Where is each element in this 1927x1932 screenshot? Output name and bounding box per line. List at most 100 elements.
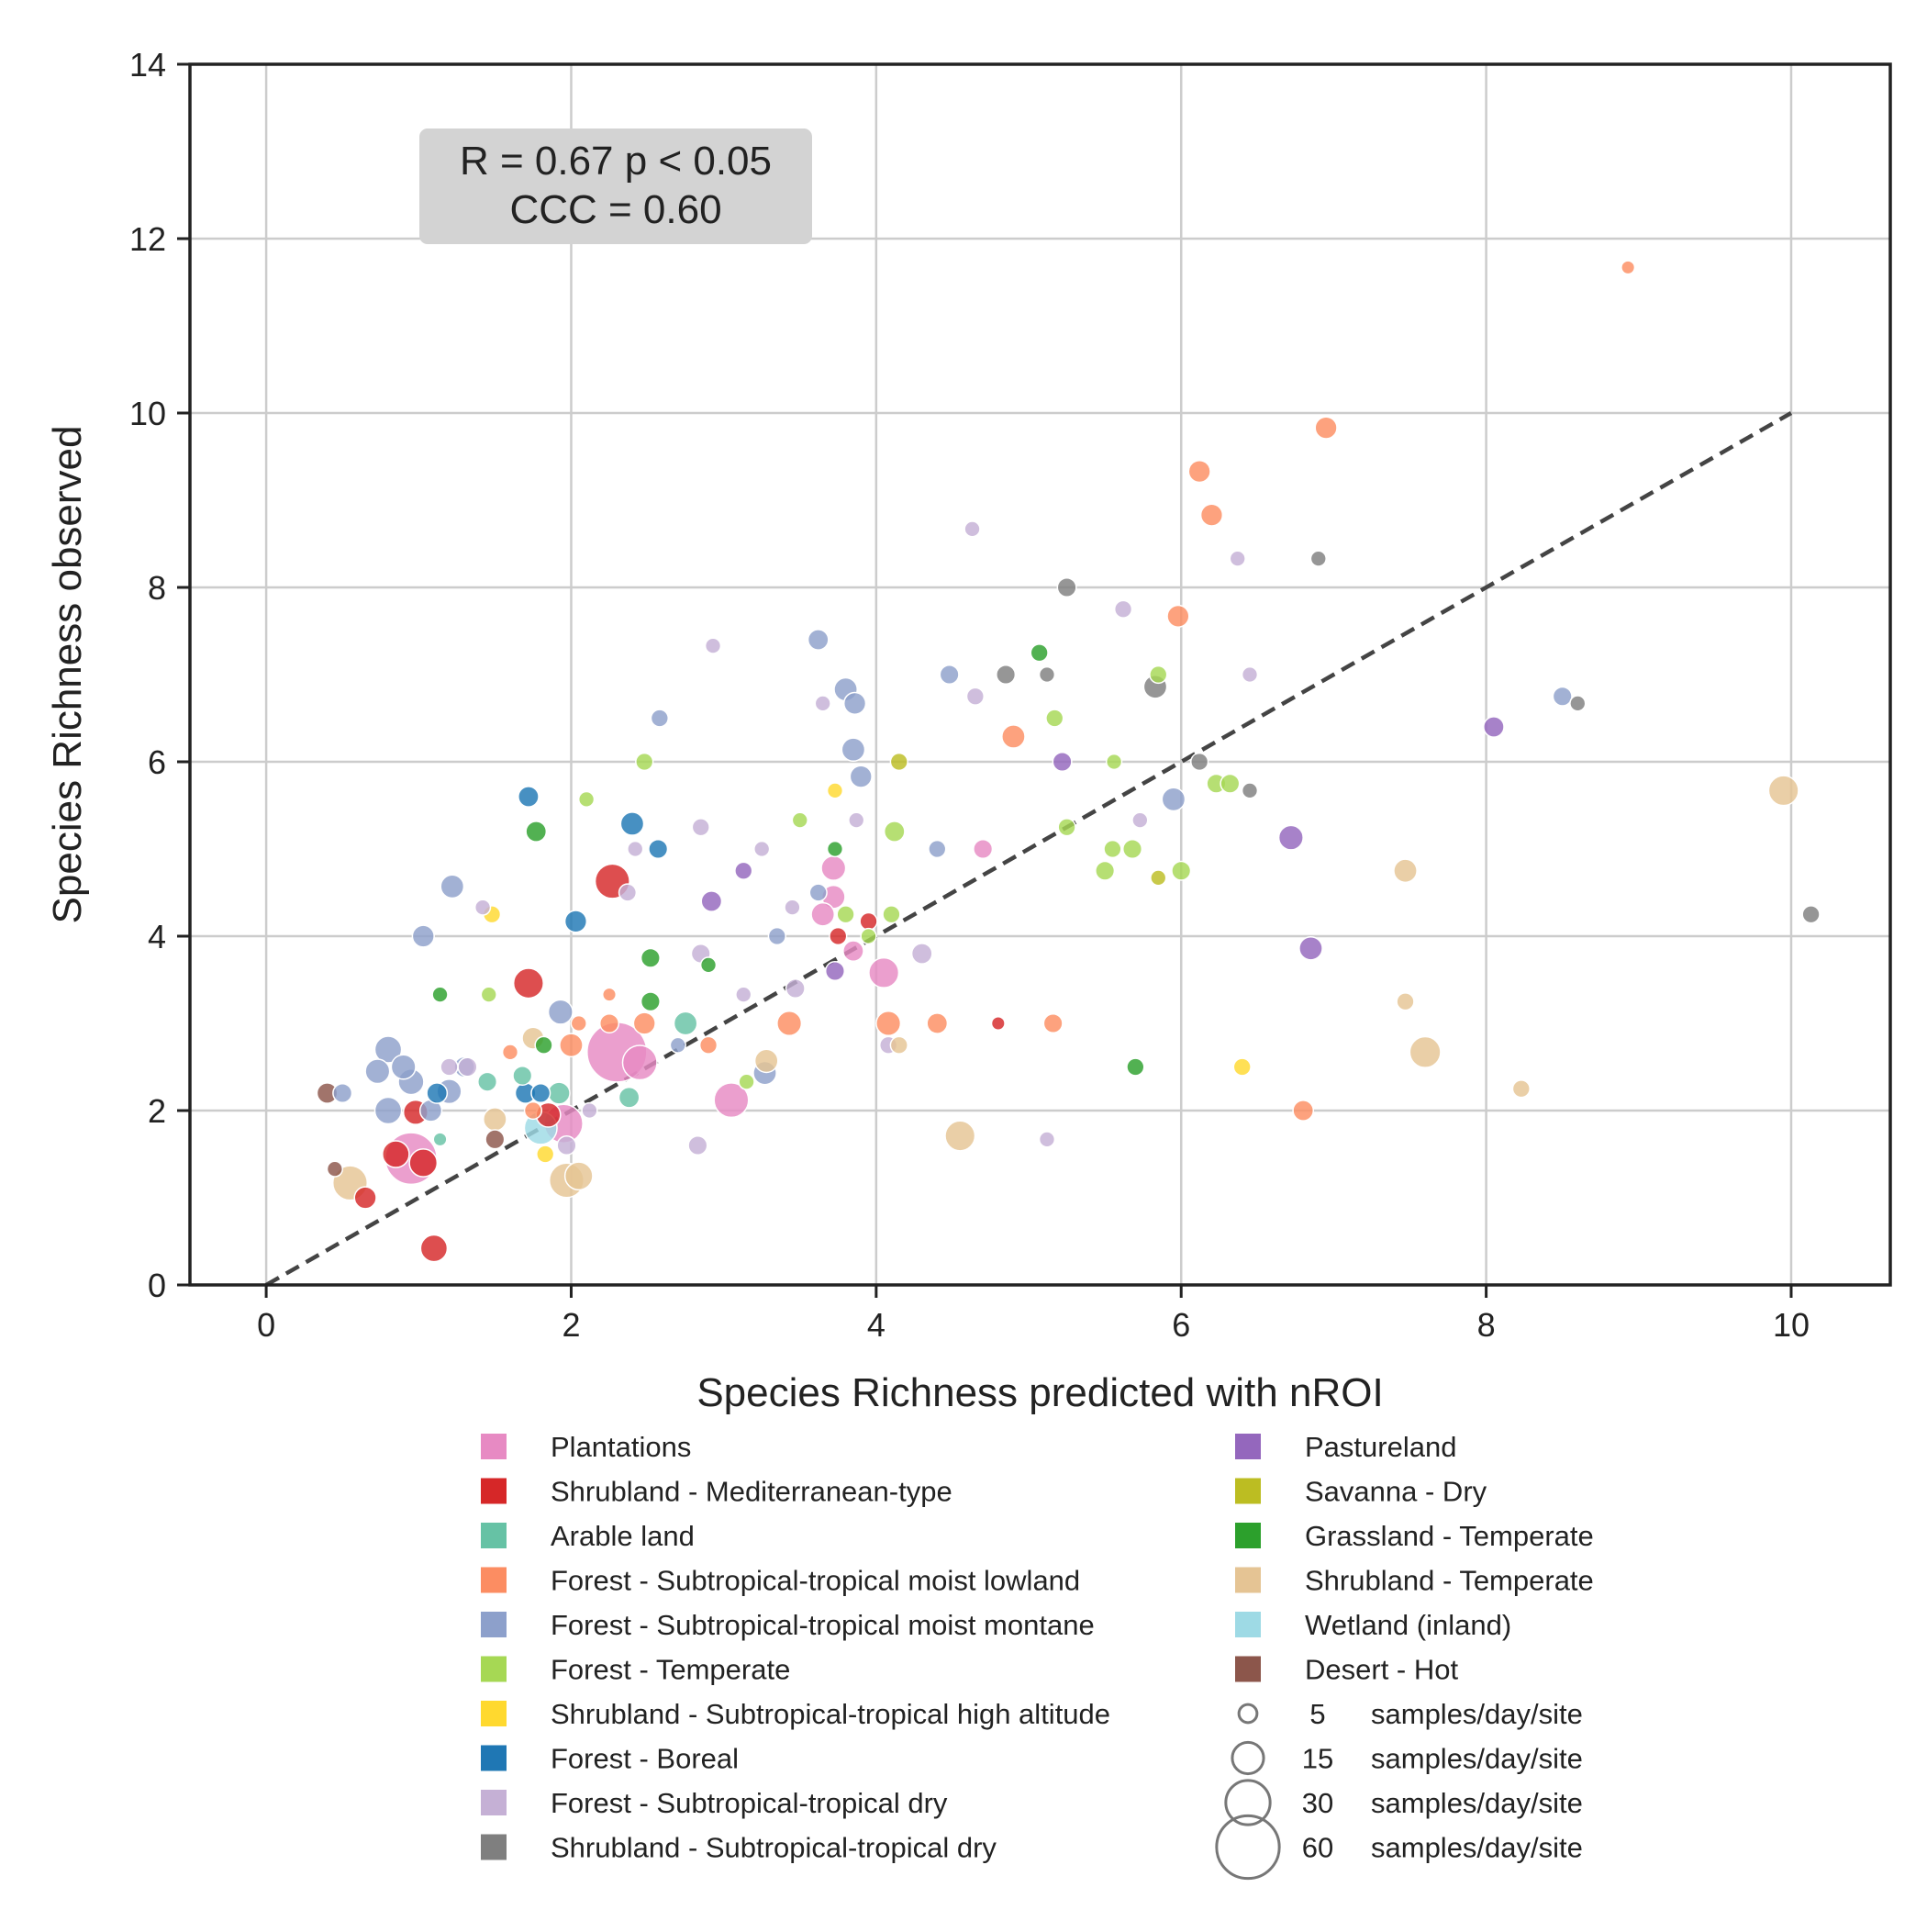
data-point-43 (698, 1035, 718, 1055)
data-point-122 (440, 1057, 459, 1077)
data-point-147 (525, 821, 548, 843)
data-point-8 (973, 838, 994, 860)
data-point-136 (1569, 695, 1587, 712)
data-point-160 (1511, 1079, 1531, 1099)
data-point-106 (1229, 550, 1246, 567)
legend-swatch-12 (1235, 1523, 1261, 1548)
data-point-145 (889, 752, 908, 772)
y-axis-label: Species Richness observed (45, 426, 90, 924)
size-legend-value-3: 60 (1302, 1832, 1333, 1864)
legend: Plantations Shrubland - Mediterranean-typ… (481, 1431, 1594, 1881)
data-point-154 (534, 1035, 553, 1055)
plot-frame (188, 62, 1892, 1287)
data-point-76 (883, 821, 906, 843)
data-point-112 (691, 818, 710, 837)
data-point-93 (826, 782, 844, 799)
data-point-21 (990, 1015, 1006, 1032)
y-tick-label-7: 14 (129, 46, 166, 84)
data-point-31 (1199, 503, 1224, 527)
data-point-171 (326, 1160, 344, 1178)
size-legend-value-1: 15 (1302, 1743, 1333, 1775)
data-point-88 (860, 927, 877, 945)
y-tick-label-0: 0 (148, 1267, 166, 1304)
data-point-103 (704, 637, 722, 654)
data-point-29 (1314, 416, 1338, 440)
data-point-41 (598, 1012, 620, 1034)
data-point-50 (364, 1058, 391, 1085)
legend-label-4: Forest - Subtropical-tropical moist mont… (551, 1609, 1095, 1641)
data-point-45 (501, 1044, 519, 1061)
legend-label-7: Forest - Boreal (551, 1743, 739, 1775)
data-point-81 (1103, 839, 1122, 859)
data-point-77 (1045, 709, 1064, 728)
data-point-16 (353, 1186, 377, 1210)
legend-label-6: Shrubland - Subtropical-tropical high al… (551, 1698, 1110, 1730)
legend-label-1: Shrubland - Mediterranean-type (551, 1476, 952, 1508)
y-tick-label-4: 8 (148, 569, 166, 607)
data-point-135 (1241, 782, 1259, 799)
data-point-30 (1187, 460, 1211, 484)
data-point-133 (1309, 550, 1327, 567)
stats-annotation: R = 0.67 p < 0.05 CCC = 0.60 (419, 128, 812, 244)
data-point-67 (1552, 686, 1573, 707)
data-point-125 (1038, 1131, 1056, 1148)
data-point-109 (814, 695, 831, 712)
data-point-142 (1277, 824, 1304, 851)
data-point-124 (687, 1134, 708, 1156)
annotation-ccc-value: CCC = 0.60 (509, 187, 721, 232)
data-point-151 (431, 986, 449, 1003)
legend-label-14: Wetland (inland) (1305, 1609, 1511, 1641)
legend-swatch-1 (481, 1478, 507, 1504)
data-point-140 (824, 960, 846, 982)
data-point-42 (570, 1014, 587, 1033)
data-point-7 (842, 940, 864, 963)
data-point-78 (1149, 664, 1168, 685)
data-point-156 (1767, 775, 1799, 807)
data-point-70 (767, 926, 786, 946)
size-legend-value-0: 5 (1309, 1698, 1325, 1730)
annotation-r-value: R = 0.67 p < 0.05 (460, 139, 772, 184)
data-point-144 (1483, 716, 1505, 738)
legend-label-8: Forest - Subtropical-tropical dry (551, 1787, 948, 1819)
size-legend-circle-0 (1237, 1703, 1259, 1725)
data-point-74 (635, 752, 654, 772)
legend-swatch-6 (481, 1701, 507, 1726)
data-point-153 (826, 840, 844, 858)
data-point-119 (785, 977, 806, 1000)
data-point-168 (563, 1161, 594, 1191)
y-tick-label-1: 2 (148, 1092, 166, 1130)
data-point-100 (426, 1082, 449, 1104)
data-point-14 (382, 1140, 410, 1168)
data-point-62 (841, 737, 866, 763)
data-point-98 (648, 838, 669, 860)
data-point-163 (889, 1035, 908, 1055)
legend-swatch-4 (481, 1612, 507, 1637)
data-point-143 (1298, 935, 1323, 961)
data-point-24 (547, 1081, 571, 1105)
data-point-75 (791, 811, 808, 829)
data-point-158 (1396, 992, 1415, 1011)
data-point-99 (563, 910, 588, 933)
data-point-23 (618, 1086, 640, 1109)
data-point-57 (332, 1082, 353, 1104)
data-point-3 (868, 956, 900, 988)
legend-label-0: Plantations (551, 1431, 691, 1463)
y-tick-label-6: 12 (129, 220, 166, 258)
data-point-20 (859, 911, 878, 931)
data-point-162 (753, 1048, 779, 1074)
data-point-51 (390, 1054, 417, 1080)
data-point-46 (523, 1100, 543, 1121)
data-point-73 (577, 790, 596, 808)
legend-label-5: Forest - Temperate (551, 1654, 790, 1686)
data-point-105 (1113, 599, 1133, 619)
legend-swatch-7 (481, 1745, 507, 1771)
data-point-59 (807, 629, 830, 651)
identity-line (264, 411, 1793, 1287)
data-point-83 (1095, 860, 1116, 881)
data-point-48 (411, 924, 435, 948)
size-legend-unit-2: samples/day/site (1371, 1787, 1583, 1819)
x-tick-label-3: 6 (1172, 1306, 1190, 1344)
data-point-58 (547, 999, 574, 1025)
data-point-107 (1241, 665, 1259, 684)
